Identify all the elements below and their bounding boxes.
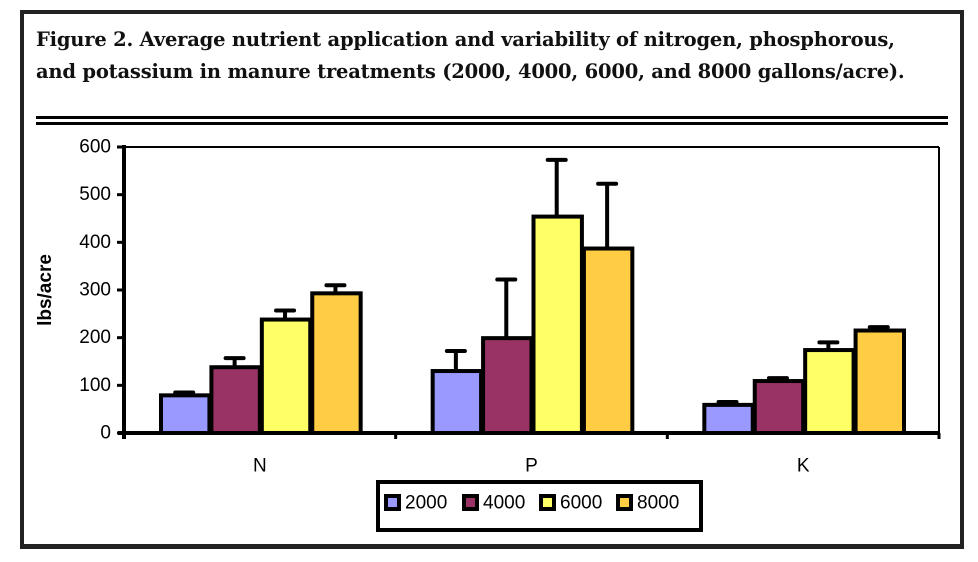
legend-item-2000: 2000 — [384, 493, 447, 514]
figure-title: Figure 2. Average nutrient application a… — [36, 28, 905, 83]
y-tick-label: 600 — [79, 137, 111, 158]
title-divider-bottom — [36, 122, 948, 125]
bar-P-6000 — [531, 214, 584, 435]
x-category-label: N — [253, 456, 267, 477]
bar-P-8000 — [581, 246, 635, 435]
legend-label: 4000 — [483, 493, 525, 514]
legend: 2000 4000 6000 8000 — [376, 480, 703, 532]
error-bar — [444, 349, 467, 372]
error-bar — [596, 181, 619, 249]
y-axis-label: lbs/acre — [35, 254, 56, 326]
figure-frame — [20, 10, 964, 549]
bar-series — [159, 157, 906, 436]
plot-area — [124, 146, 940, 433]
legend-item-6000: 6000 — [539, 493, 602, 514]
y-tick-label: 300 — [79, 280, 111, 301]
y-tick-label: 500 — [79, 184, 111, 205]
y-tick-label: 400 — [79, 232, 111, 253]
y-tick-label: 200 — [79, 327, 111, 348]
bar-N-8000 — [310, 291, 363, 435]
error-bar — [495, 277, 518, 339]
bar-N-2000 — [159, 393, 212, 435]
legend-label: 2000 — [405, 493, 447, 514]
x-category-label: K — [797, 456, 810, 477]
legend-item-4000: 4000 — [462, 493, 525, 514]
legend-label: 8000 — [637, 493, 679, 514]
bar-P-2000 — [430, 369, 484, 435]
bar-K-6000 — [803, 348, 856, 435]
y-tick-label: 0 — [100, 423, 111, 444]
legend-item-8000: 8000 — [616, 493, 679, 514]
bar-N-4000 — [209, 365, 262, 435]
bar-K-8000 — [853, 328, 906, 435]
y-tick-label: 100 — [79, 375, 111, 396]
x-category-label: P — [525, 456, 538, 477]
bar-P-4000 — [481, 336, 534, 436]
bar-N-6000 — [259, 317, 313, 436]
title-divider-top — [36, 116, 948, 119]
bar-K-2000 — [702, 402, 755, 436]
axes: 0 100 200 300 400 500 600 N P K — [79, 137, 941, 477]
bar-K-4000 — [752, 379, 806, 435]
legend-label: 6000 — [560, 493, 602, 514]
error-bar — [545, 157, 568, 217]
